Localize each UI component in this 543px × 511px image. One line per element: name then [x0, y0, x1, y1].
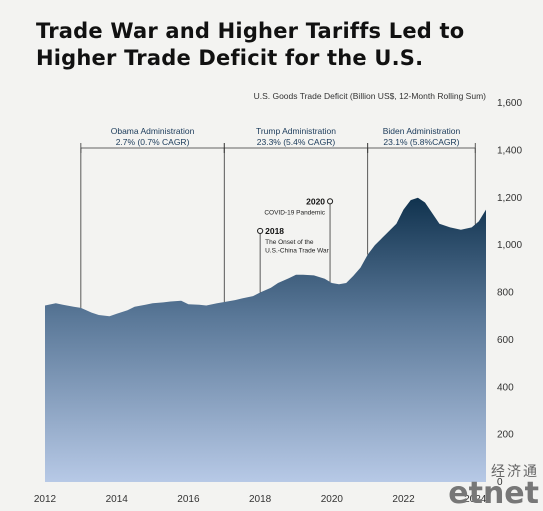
y-tick-label: 1,400: [497, 145, 522, 156]
x-tick-label: 2018: [249, 494, 272, 505]
admin-growth: 2.7% (0.7% CAGR): [116, 137, 190, 147]
watermark-en: etnet: [448, 476, 539, 511]
admin-growth: 23.1% (5.8%CAGR): [383, 137, 459, 147]
event-year: 2020: [306, 196, 325, 206]
y-tick-label: 200: [497, 430, 514, 441]
y-tick-label: 800: [497, 288, 514, 299]
y-tick-label: 0: [497, 477, 503, 488]
event-marker: [326, 198, 334, 205]
x-tick-label: 2012: [34, 494, 57, 505]
y-tick-label: 1,200: [497, 193, 522, 204]
y-tick-label: 400: [497, 382, 514, 393]
admin-label: Biden Administration: [383, 126, 461, 136]
x-tick-label: 2016: [177, 494, 200, 505]
y-tick-label: 1,000: [497, 240, 522, 251]
event-marker: [257, 227, 264, 235]
admin-label: Obama Administration: [111, 126, 195, 136]
title-line-2: Higher Trade Deficit for the U.S.: [36, 46, 424, 70]
x-tick-label: 2022: [392, 494, 415, 505]
x-tick-label: 2020: [321, 494, 344, 505]
admin-label: Trump Administration: [256, 126, 336, 136]
x-tick-label: 2014: [106, 494, 129, 505]
y-tick-label: 1,600: [497, 98, 522, 109]
x-tick-label: 2024: [464, 494, 487, 505]
y-tick-label: 600: [497, 335, 514, 346]
deficit-area: [45, 197, 486, 483]
watermark-cn: 经济通: [491, 464, 539, 480]
chart-subtitle: U.S. Goods Trade Deficit (Billion US$, 1…: [253, 91, 486, 101]
event-year: 2018: [265, 226, 284, 236]
event-text: The Onset of the: [265, 239, 314, 246]
chart-title: Trade War and Higher Tariffs Led to High…: [36, 18, 464, 72]
title-line-1: Trade War and Higher Tariffs Led to: [36, 19, 465, 43]
event-text: U.S.-China Trade War: [265, 247, 330, 254]
admin-growth: 23.3% (5.4% CAGR): [257, 137, 336, 147]
event-text: COVID-19 Pandemic: [264, 209, 325, 216]
watermark: 经济通 etnet: [448, 461, 539, 511]
